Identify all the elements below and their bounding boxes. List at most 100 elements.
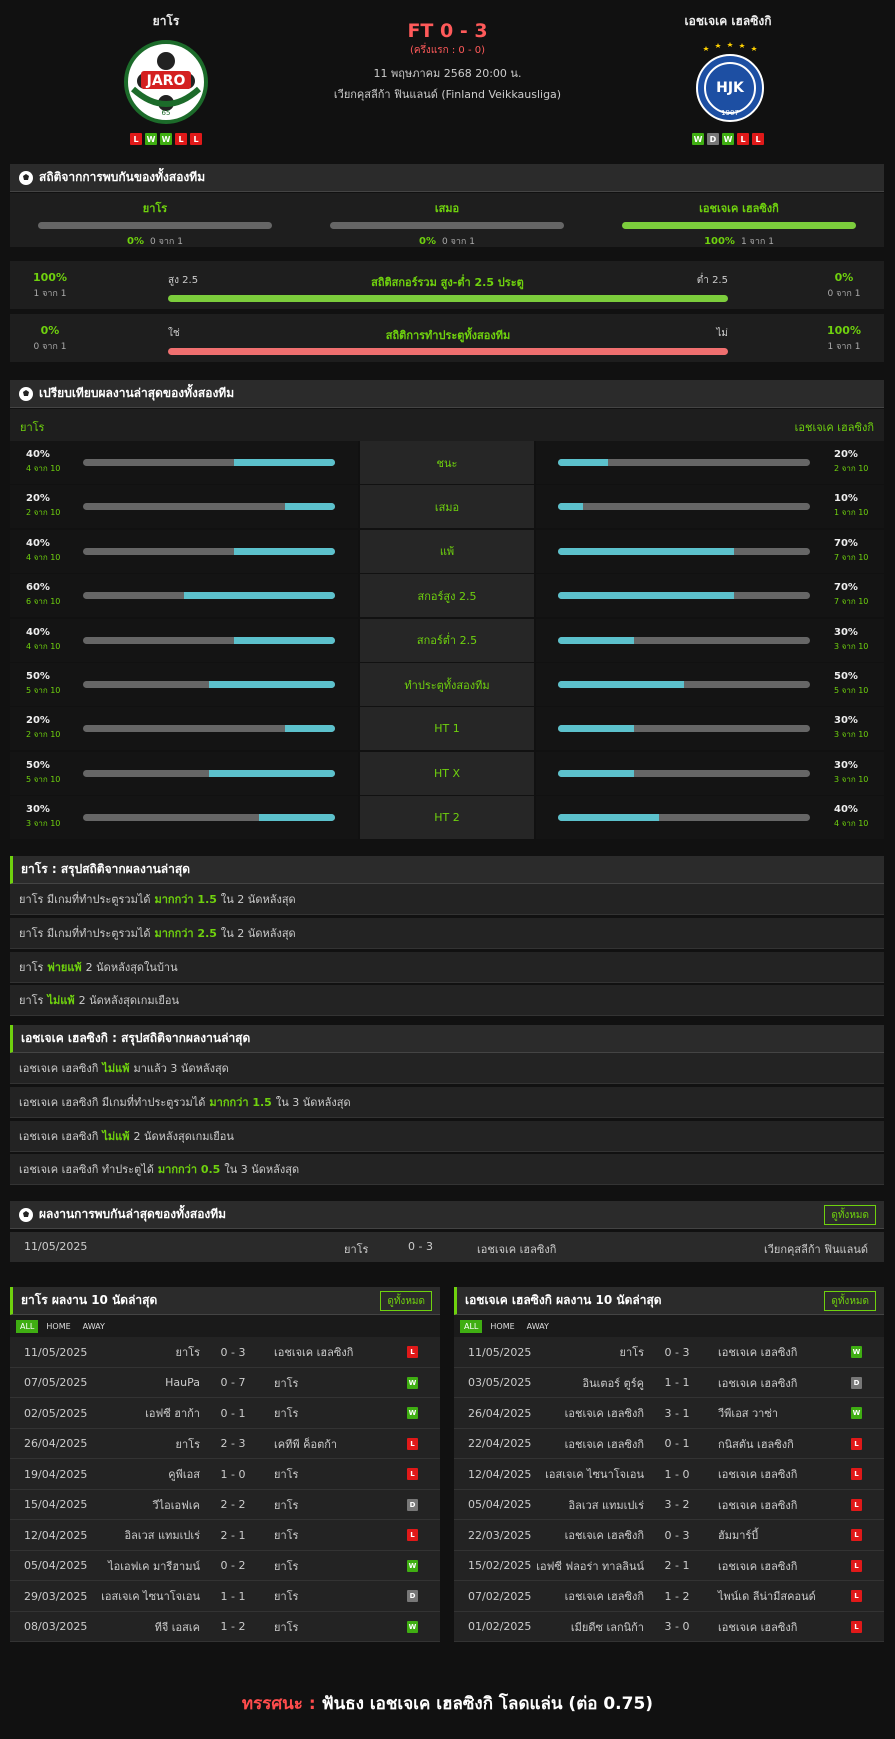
away-bar	[558, 814, 810, 822]
filter-tabs: ALL HOME AWAY	[10, 1315, 440, 1337]
match-result: L	[851, 1612, 862, 1642]
view-all-button[interactable]: ดูทั้งหมด	[824, 1291, 876, 1311]
home-bar-fill	[234, 547, 335, 555]
btts-row: 0% 0 จาก 1 ใช่ สถิติการทำประตูทั้งสองทีม ไม…	[10, 314, 884, 362]
match-row[interactable]: 11/05/2025 ยาโร 0 - 3 เอชเจเค เฮลซิงกิ L	[10, 1337, 440, 1368]
summary-row: ยาโร ไม่แพ้ 2 นัดหลังสุดเกมเยือน	[10, 985, 884, 1017]
away-count: 5 จาก 10	[834, 686, 869, 695]
match-row[interactable]: 07/02/2025 เอชเจเค เฮลซิงกิ 1 - 2 ไพน์เด ลี…	[454, 1581, 884, 1612]
tab-away[interactable]: AWAY	[526, 1321, 549, 1331]
form-badge: L	[175, 133, 187, 145]
form-badge: W	[160, 133, 172, 145]
match-score: 1 - 1	[664, 1376, 690, 1389]
match-away: เคทีพี ค็อตก้า	[274, 1437, 338, 1451]
away-count: 7 จาก 10	[834, 597, 869, 607]
away-logo-text: HJK	[716, 80, 745, 96]
result-badge: L	[851, 1620, 862, 1633]
match-row[interactable]: 15/04/2025 วีไอเอฟเค 2 - 2 ยาโร D	[10, 1489, 440, 1520]
match-home: ยาโร	[175, 1437, 200, 1451]
home-count: 2 จาก 10	[26, 730, 61, 740]
summary-row: เอชเจเค เฮลซิงกิ มีเกมที่ทำประตูรวมได้ มา…	[10, 1086, 884, 1118]
match-row[interactable]: 22/04/2025 เอชเจเค เฮลซิงกิ 0 - 1 กนิสตัน เ…	[454, 1428, 884, 1459]
h2h-pct: 0%	[127, 236, 145, 247]
away-count: 3 จาก 10	[834, 730, 869, 740]
form-badge: L	[737, 133, 749, 145]
match-home: เอฟซี ฮาก้า	[145, 1407, 200, 1420]
match-row[interactable]: 05/04/2025 ไอเอฟเค มารีฮามน์ 0 - 2 ยาโร W	[10, 1550, 440, 1581]
tab-home[interactable]: HOME	[46, 1321, 71, 1331]
away-pct: 20%	[834, 449, 858, 460]
match-result: L	[407, 1337, 418, 1367]
match-result: L	[407, 1429, 418, 1459]
match-result: W	[851, 1398, 862, 1428]
match-row[interactable]: 12/04/2025 เอสเจเค ไซนาโจเอน 1 - 0 เอชเจเค …	[454, 1459, 884, 1490]
home-bar	[83, 592, 335, 600]
match-row[interactable]: 29/03/2025 เอสเจเค ไซนาโจเอน 1 - 1 ยาโร D	[10, 1581, 440, 1612]
match-row[interactable]: 22/03/2025 เอชเจเค เฮลซิงกิ 0 - 3 ฮัมมาร์บี…	[454, 1520, 884, 1551]
match-row[interactable]: 07/05/2025 HauPa 0 - 7 ยาโร W	[10, 1367, 440, 1398]
result-badge: D	[407, 1590, 418, 1602]
tab-home[interactable]: HOME	[490, 1321, 515, 1331]
match-away: วีพีเอส วาซ่า	[718, 1407, 779, 1420]
match-result: L	[407, 1520, 418, 1550]
tab-all[interactable]: ALL	[16, 1319, 39, 1333]
match-score: 0 - 1	[220, 1406, 246, 1420]
tab-all[interactable]: ALL	[460, 1319, 483, 1333]
match-date: 11/05/2025	[24, 1240, 88, 1253]
match-score: 0 - 7	[220, 1376, 246, 1389]
match-result: L	[851, 1520, 862, 1550]
match-datetime: 11 พฤษภาคม 2568 20:00 น.	[373, 67, 522, 80]
home-last10-header: ยาโร ผลงาน 10 นัดล่าสุด ดูทั้งหมด	[10, 1287, 440, 1315]
home-value: 50% 5 จาก 10	[26, 760, 76, 786]
home-logo-year: 65	[162, 109, 171, 117]
away-last10-header: เอชเจเค เฮลซิงกิ ผลงาน 10 นัดล่าสุด ดูทั…	[454, 1287, 884, 1315]
compare-row: 60% 6 จาก 10 สกอร์สูง 2.5 70% 7 จาก 10	[10, 574, 884, 618]
compare-away-cell: 70% 7 จาก 10	[536, 574, 884, 618]
soccer-ball-icon	[19, 170, 33, 185]
match-score: 0 - 3	[408, 1240, 433, 1253]
match-date: 12/04/2025	[468, 1467, 532, 1481]
match-row[interactable]: 12/04/2025 อิลเวส แทมเปเร่ 2 - 1 ยาโร L	[10, 1520, 440, 1551]
away-logo-year: 1907	[721, 109, 739, 117]
view-all-button[interactable]: ดูทั้งหมด	[380, 1291, 432, 1311]
summary-text: ใน 2 นัดหลังสุด	[220, 893, 296, 906]
view-all-button[interactable]: ดูทั้งหมด	[824, 1205, 876, 1225]
match-result: W	[407, 1368, 418, 1398]
match-date: 11/05/2025	[24, 1345, 88, 1359]
match-date: 05/04/2025	[468, 1498, 532, 1511]
compare-away-cell: 30% 3 จาก 10	[536, 751, 884, 795]
away-bar-fill	[558, 636, 634, 644]
match-score: 0 - 1	[664, 1437, 690, 1450]
match-row[interactable]: 02/05/2025 เอฟซี ฮาก้า 0 - 1 ยาโร W	[10, 1398, 440, 1429]
match-row[interactable]: 11/05/2025 ยาโร 0 - 3 เอชเจเค เฮลซิงกิ W	[454, 1337, 884, 1368]
match-row[interactable]: 01/02/2025 เมียดีซ เลกนิก้า 3 - 0 เอชเจเค เ…	[454, 1611, 884, 1642]
h2h-stats-header: สถิติจากการพบกันของทั้งสองทีม	[10, 164, 884, 192]
home-bar	[83, 503, 335, 511]
match-row[interactable]: 05/04/2025 อิลเวส แทมเปเร่ 3 - 2 เอชเจเค เฮ…	[454, 1489, 884, 1520]
section-title: เปรียบเทียบผลงานล่าสุดของทั้งสองทีม	[39, 386, 235, 400]
match-date: 03/05/2025	[468, 1376, 532, 1389]
match-row[interactable]: 26/04/2025 ยาโร 2 - 3 เคทีพี ค็อตก้า L	[10, 1428, 440, 1459]
away-value: 70% 7 จาก 10	[834, 582, 884, 608]
compare-label: เสมอ	[360, 485, 534, 529]
match-away: เอชเจเค เฮลซิงกิ	[718, 1468, 798, 1481]
tab-away[interactable]: AWAY	[82, 1321, 105, 1331]
compare-row: 20% 2 จาก 10 HT 1 30% 3 จาก 10	[10, 707, 884, 751]
match-row[interactable]: 19/04/2025 คูพีเอส 1 - 0 ยาโร L	[10, 1459, 440, 1490]
match-home: เอชเจเค เฮลซิงกิ	[564, 1529, 644, 1542]
match-away: เอชเจเค เฮลซิงกิ	[718, 1498, 798, 1512]
match-date: 15/04/2025	[24, 1498, 88, 1511]
section-title: ยาโร ผลงาน 10 นัดล่าสุด	[21, 1293, 158, 1307]
home-bar	[83, 547, 335, 555]
match-row[interactable]: 08/03/2025 ทีจี เอสเค 1 - 2 ยาโร W	[10, 1611, 440, 1642]
compare-row: 40% 4 จาก 10 ชนะ 20% 2 จาก 10	[10, 441, 884, 485]
match-row[interactable]: 15/02/2025 เอฟซี ฟลอร่า ทาลลินน์ 2 - 1 เอชเ…	[454, 1550, 884, 1581]
soccer-ball-icon	[19, 386, 33, 401]
h2h-result-row[interactable]: 11/05/2025 ยาโร 0 - 3 เอชเจเค เฮลซิงกิ เ…	[10, 1232, 884, 1262]
final-score: FT 0 - 3	[407, 20, 488, 42]
match-row[interactable]: 26/04/2025 เอชเจเค เฮลซิงกิ 3 - 1 วีพีเอส ว…	[454, 1398, 884, 1429]
match-row[interactable]: 03/05/2025 อินเตอร์ ตูร์คู 1 - 1 เอชเจเค เฮ…	[454, 1367, 884, 1398]
result-badge: W	[851, 1346, 862, 1358]
